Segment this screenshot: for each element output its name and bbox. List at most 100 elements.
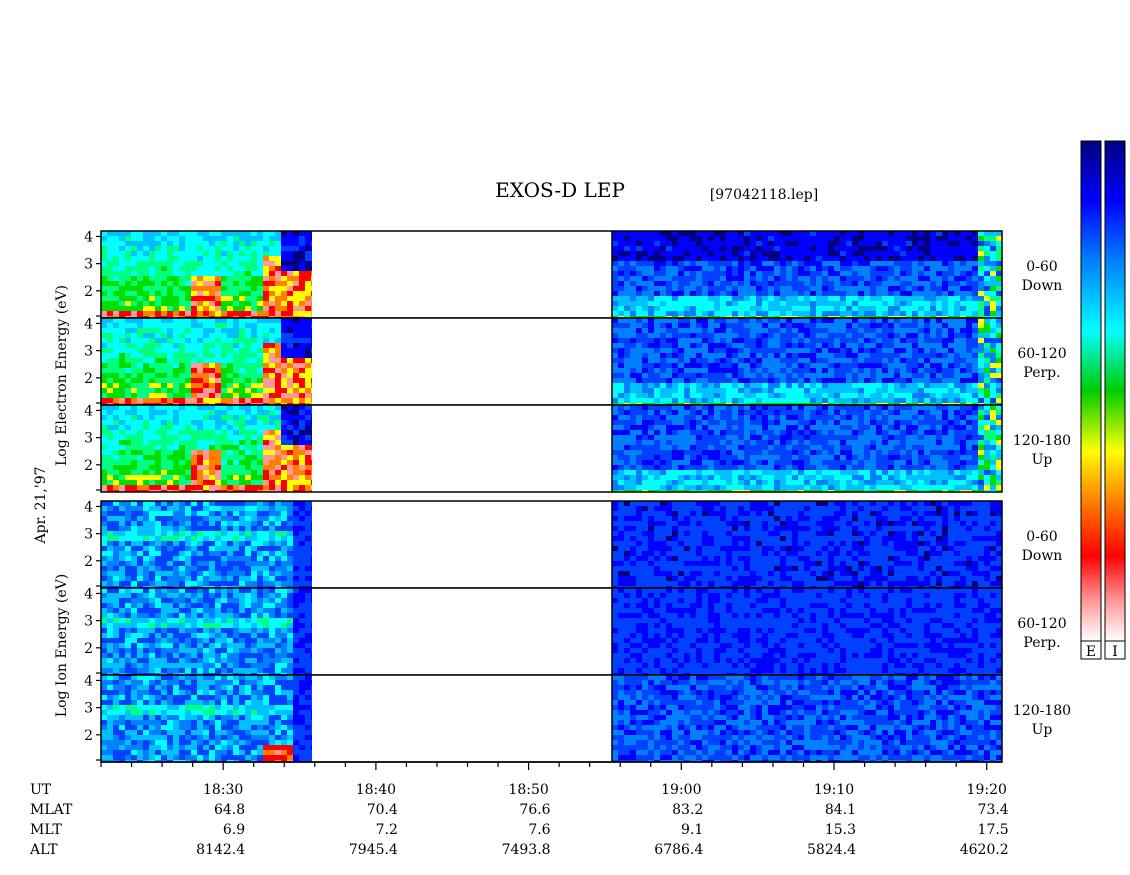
spectrogram-cell	[311, 241, 312, 246]
spectrogram-cell	[858, 323, 864, 328]
spectrogram-cell	[918, 246, 924, 251]
spectrogram-cell	[714, 480, 720, 485]
spectrogram-cell	[906, 378, 912, 383]
spectrogram-cell	[173, 251, 179, 256]
spectrogram-cell	[197, 333, 203, 338]
spectrogram-cell	[726, 316, 732, 318]
spectrogram-cell	[828, 236, 834, 241]
spectrogram-cell	[822, 328, 828, 333]
spectrogram-cell	[990, 388, 996, 393]
spectrogram-cell	[624, 241, 630, 246]
spectrogram-cell	[185, 450, 191, 455]
spectrogram-cell	[714, 440, 720, 445]
spectrogram-cell	[185, 348, 191, 353]
spectrogram-cell	[690, 281, 696, 286]
spectrogram-cell	[768, 470, 774, 475]
spectrogram-cell	[738, 393, 744, 398]
spectrogram-cell	[768, 405, 774, 410]
spectrogram-cell	[768, 415, 774, 420]
spectrogram-cell	[293, 460, 299, 465]
spectrogram-cell	[642, 291, 648, 296]
spectrogram-cell	[696, 410, 702, 415]
spectrogram-cell	[852, 378, 858, 383]
spectrogram-cell	[311, 480, 312, 485]
spectrogram-cell	[293, 475, 299, 480]
spectrogram-cell	[918, 236, 924, 241]
spectrogram-cell	[173, 246, 179, 251]
spectrogram-cell	[738, 475, 744, 480]
spectrogram-cell	[726, 236, 732, 241]
spectrogram-cell	[131, 485, 137, 490]
spectrogram-cell	[612, 415, 618, 420]
spectrogram-cell	[702, 490, 708, 492]
spectrogram-cell	[203, 333, 209, 338]
spectrogram-cell	[305, 236, 311, 241]
spectrogram-cell	[305, 403, 311, 405]
spectrogram-cell	[798, 333, 804, 338]
spectrogram-cell	[816, 410, 822, 415]
spectrogram-cell	[684, 485, 690, 490]
spectrogram-cell	[299, 311, 305, 316]
spectrogram-cell	[714, 490, 720, 492]
spectrogram-cell	[804, 410, 810, 415]
spectrogram-cell	[125, 393, 131, 398]
spectrogram-cell	[101, 286, 107, 291]
spectrogram-cell	[107, 440, 113, 445]
spectrogram-cell	[263, 358, 269, 363]
spectrogram-cell	[227, 480, 233, 485]
spectrogram-cell	[209, 333, 215, 338]
spectrogram-cell	[858, 348, 864, 353]
spectrogram-cell	[720, 296, 726, 301]
spectrogram-cell	[936, 241, 942, 246]
spectrogram-cell	[179, 338, 185, 343]
spectrogram-cell	[684, 338, 690, 343]
spectrogram-cell	[810, 266, 816, 271]
spectrogram-cell	[269, 316, 275, 318]
spectrogram-cell	[161, 333, 167, 338]
spectrogram-cell	[221, 470, 227, 475]
spectrogram-cell	[720, 430, 726, 435]
y-tick-label: 4	[84, 229, 93, 245]
spectrogram-cell	[149, 318, 155, 323]
spectrogram-cell	[227, 440, 233, 445]
spectrogram-cell	[744, 460, 750, 465]
spectrogram-cell	[618, 333, 624, 338]
spectrogram-cell	[263, 266, 269, 271]
spectrogram-cell	[972, 276, 978, 281]
spectrogram-cell	[936, 338, 942, 343]
spectrogram-cell	[684, 373, 690, 378]
spectrogram-cell	[245, 388, 251, 393]
spectrogram-cell	[834, 410, 840, 415]
spectrogram-cell	[263, 383, 269, 388]
spectrogram-cell	[924, 318, 930, 323]
spectrogram-cell	[299, 435, 305, 440]
spectrogram-cell	[233, 425, 239, 430]
spectrogram-cell	[930, 323, 936, 328]
spectrogram-cell	[912, 231, 918, 236]
spectrogram-cell	[882, 343, 888, 348]
spectrogram-cell	[834, 231, 840, 236]
spectrogram-cell	[786, 358, 792, 363]
spectrogram-cell	[618, 455, 624, 460]
spectrogram-cell	[690, 415, 696, 420]
spectrogram-cell	[726, 343, 732, 348]
spectrogram-cell	[774, 296, 780, 301]
spectrogram-cell	[936, 373, 942, 378]
spectrogram-cell	[624, 318, 630, 323]
spectrogram-cell	[311, 291, 312, 296]
spectrogram-cell	[690, 311, 696, 316]
spectrogram-cell	[299, 383, 305, 388]
spectrogram-cell	[804, 485, 810, 490]
spectrogram-cell	[191, 333, 197, 338]
spectrogram-cell	[930, 358, 936, 363]
spectrogram-cell	[143, 405, 149, 410]
spectrogram-cell	[233, 266, 239, 271]
spectrogram-cell	[125, 311, 131, 316]
spectrogram-cell	[299, 425, 305, 430]
spectrogram-cell	[996, 271, 1002, 276]
spectrogram-cell	[966, 383, 972, 388]
spectrogram-cell	[858, 358, 864, 363]
spectrogram-cell	[149, 420, 155, 425]
spectrogram-cell	[293, 236, 299, 241]
y-tick-label: 2	[84, 284, 93, 300]
